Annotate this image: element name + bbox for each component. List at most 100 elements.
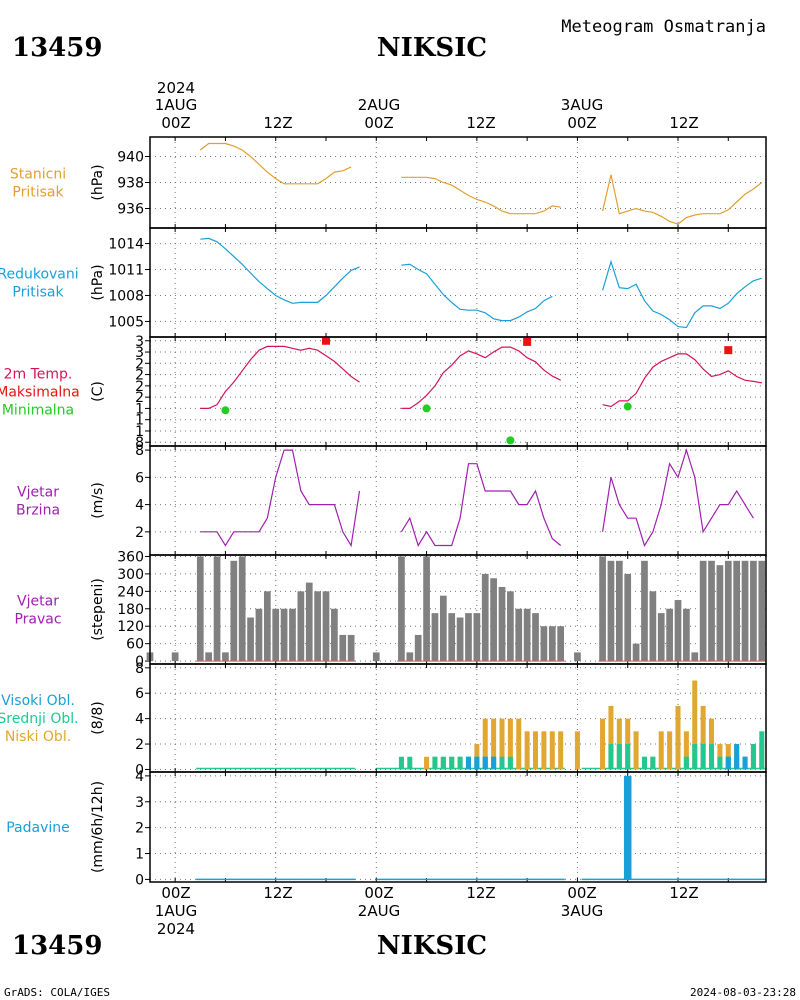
- hour-label-bottom-3: 00Z: [364, 884, 393, 902]
- high-cloud-bar: [465, 756, 471, 770]
- low-cloud-bar: [608, 705, 614, 770]
- low-cloud-bar: [633, 731, 639, 770]
- day-label-bottom-2: 2AUG: [358, 902, 400, 920]
- direction-bar: [372, 652, 380, 662]
- panel-label: Minimalna: [2, 403, 74, 419]
- low-cloud-bar: [499, 718, 505, 770]
- tmax-marker: [322, 336, 330, 345]
- direction-bar: [222, 652, 229, 662]
- tmin-marker: [221, 406, 230, 415]
- direction-bar: [331, 608, 338, 662]
- y-tick-label: 240: [117, 584, 144, 600]
- mid-cloud-bar: [398, 756, 404, 770]
- y-tick-label: 4: [135, 498, 144, 514]
- direction-bar: [716, 565, 724, 662]
- direction-bar: [733, 560, 741, 662]
- direction-bar: [649, 591, 657, 662]
- y-axis-label: (8/8): [90, 701, 106, 734]
- y-tick-label: 1: [135, 847, 144, 863]
- precip-bar: [623, 775, 632, 880]
- y-tick-label: 60: [126, 637, 144, 653]
- y-tick-label: 2: [135, 368, 144, 384]
- y-axis-label: (mm/6h/12h): [90, 781, 106, 873]
- direction-bar: [314, 591, 321, 662]
- direction-bar: [615, 560, 623, 662]
- low-cloud-bar: [507, 718, 513, 770]
- direction-bar: [439, 595, 447, 662]
- low-cloud-bar: [658, 731, 664, 770]
- direction-bar: [473, 613, 481, 662]
- day-label-top-1: 1AUG: [155, 96, 197, 114]
- panel-stanicni: 936 938 940 (hPa) Stanicni Pritisak: [10, 136, 767, 229]
- y-tick-label: 1008: [108, 288, 144, 304]
- panel-label: 2m Temp.: [4, 367, 73, 383]
- panel-label: Stanicni: [10, 167, 66, 183]
- y-tick-label: 6: [135, 470, 144, 486]
- y-tick-label: 2: [135, 390, 144, 406]
- y-tick-label: 8: [135, 435, 144, 451]
- direction-bar: [423, 556, 430, 662]
- direction-bar: [498, 586, 506, 662]
- direction-bar: [238, 556, 246, 662]
- y-tick-label: 2: [135, 525, 144, 541]
- mid-cloud-bar: [700, 744, 706, 770]
- y-tick-label: 3: [135, 334, 144, 350]
- panel-label: Brzina: [16, 503, 60, 519]
- panel-frame: [149, 771, 767, 883]
- y-tick-label: 3: [135, 345, 144, 361]
- direction-bar: [548, 626, 556, 662]
- panel-oblacnost: 0 2 4 6 8 (8/8) Visoki Obl. Srednji Obl. Niski O…: [0, 661, 767, 778]
- mid-cloud-bar: [750, 744, 756, 770]
- y-tick-label: 2: [135, 821, 144, 837]
- direction-bar: [414, 634, 422, 662]
- direction-bar: [515, 608, 523, 662]
- direction-bar: [574, 652, 581, 662]
- direction-bar: [666, 608, 673, 662]
- series-line: [200, 345, 762, 409]
- direction-bar: [255, 608, 263, 662]
- direction-bar: [305, 582, 313, 662]
- high-cloud-bar: [734, 744, 740, 770]
- direction-bar: [280, 608, 288, 662]
- direction-bar: [431, 613, 439, 662]
- direction-bar: [205, 652, 213, 662]
- panel-label: Pritisak: [12, 185, 64, 201]
- panel-vjetar_brzina: 2 4 6 8 (m/s) Vjetar Brzina: [16, 443, 767, 556]
- panel-label: Srednji Obl.: [0, 711, 79, 727]
- mid-cloud-bar: [616, 744, 622, 770]
- direction-bar: [624, 573, 632, 662]
- direction-bar: [448, 613, 456, 662]
- direction-bar: [465, 613, 472, 662]
- mid-cloud-bar: [608, 744, 614, 770]
- low-cloud-bar: [692, 680, 698, 770]
- direction-bar: [247, 617, 254, 662]
- direction-bar: [230, 560, 238, 662]
- panel-label: Padavine: [6, 820, 70, 836]
- panel-label: Pritisak: [12, 285, 64, 301]
- hour-label-bottom-5: 00Z: [567, 884, 596, 902]
- direction-bar: [171, 652, 179, 662]
- low-cloud-bar: [516, 718, 522, 770]
- direction-bar: [398, 556, 405, 662]
- day-label-top-3: 3AUG: [561, 96, 603, 114]
- y-axis-label: (hPa): [90, 264, 106, 300]
- y-tick-label: 2: [135, 737, 144, 753]
- day-label-bottom-3: 3AUG: [561, 902, 603, 920]
- mid-cloud-bar: [692, 744, 698, 770]
- panel-frame: [149, 663, 767, 773]
- y-tick-label: 1: [135, 401, 144, 417]
- direction-bar: [741, 560, 749, 662]
- y-tick-label: 1011: [108, 263, 144, 279]
- direction-bar: [196, 556, 204, 662]
- low-cloud-bar: [533, 731, 539, 770]
- direction-bar: [674, 600, 682, 662]
- direction-bar: [607, 560, 615, 662]
- high-cloud-bar: [491, 756, 497, 770]
- y-axis-label: (hPa): [90, 164, 106, 200]
- low-cloud-bar: [541, 731, 547, 770]
- panel-label: Pravac: [14, 612, 61, 628]
- mid-cloud-bar: [440, 756, 446, 770]
- direction-bar: [322, 591, 330, 662]
- y-tick-label: 2: [135, 379, 144, 395]
- series-line: [200, 448, 754, 548]
